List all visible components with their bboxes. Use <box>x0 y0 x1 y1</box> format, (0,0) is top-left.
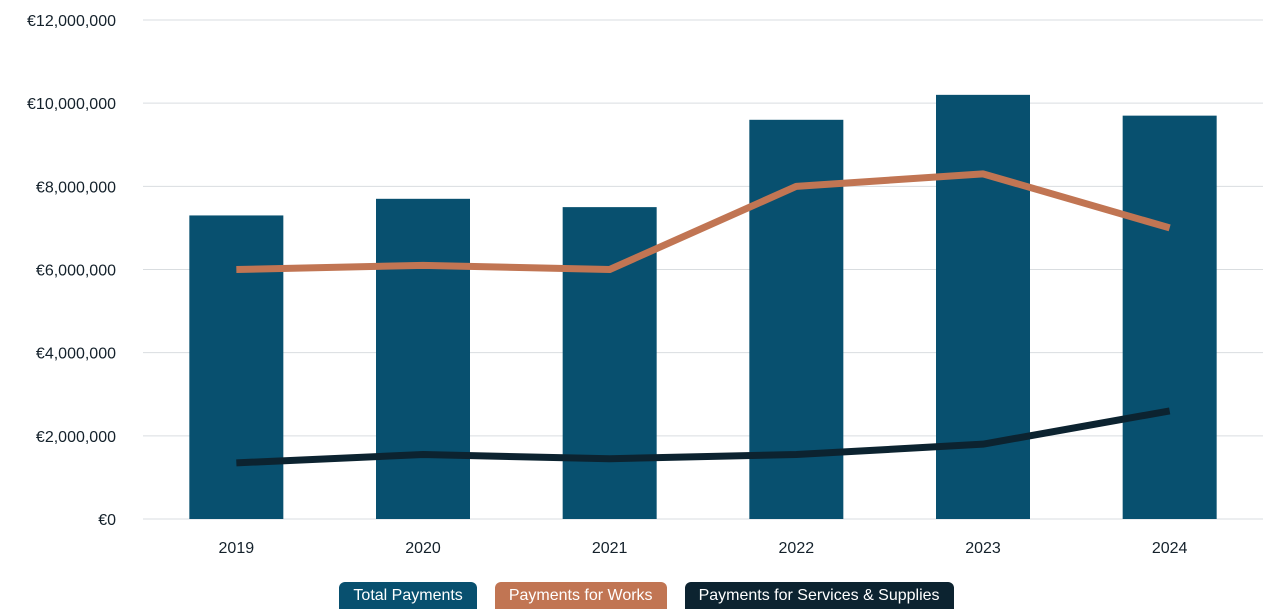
line-payments-for-works <box>236 170 1171 273</box>
x-tick-label: 2022 <box>779 540 815 557</box>
y-tick-label: €2,000,000 <box>36 429 116 446</box>
y-tick-label: €6,000,000 <box>36 263 116 280</box>
x-tick-label: 2020 <box>405 540 441 557</box>
legend-payments-for-works: Payments for Works <box>494 582 667 609</box>
y-tick-label: €4,000,000 <box>36 346 116 363</box>
bar-total-payments <box>1122 115 1217 520</box>
x-tick-label: 2019 <box>219 540 255 557</box>
x-tick-label: 2021 <box>592 540 628 557</box>
bar-total-payments <box>189 215 284 520</box>
y-tick-label: €8,000,000 <box>36 179 116 196</box>
legend-payments-for-services-supplies: Payments for Services & Supplies <box>684 582 954 609</box>
line-payments-for-services-supplies <box>236 407 1171 467</box>
x-tick-label: 2023 <box>965 540 1001 557</box>
bar-total-payments <box>936 94 1030 519</box>
x-tick-label: 2024 <box>1152 540 1188 557</box>
legend: Total Payments Payments for Works Paymen… <box>0 582 1263 609</box>
y-tick-label: €0 <box>98 512 116 529</box>
bar-total-payments <box>749 119 844 520</box>
y-tick-label: €12,000,000 <box>27 13 116 30</box>
legend-total-payments: Total Payments <box>339 582 477 609</box>
y-tick-label: €10,000,000 <box>27 96 116 113</box>
bar-total-payments <box>376 198 470 519</box>
